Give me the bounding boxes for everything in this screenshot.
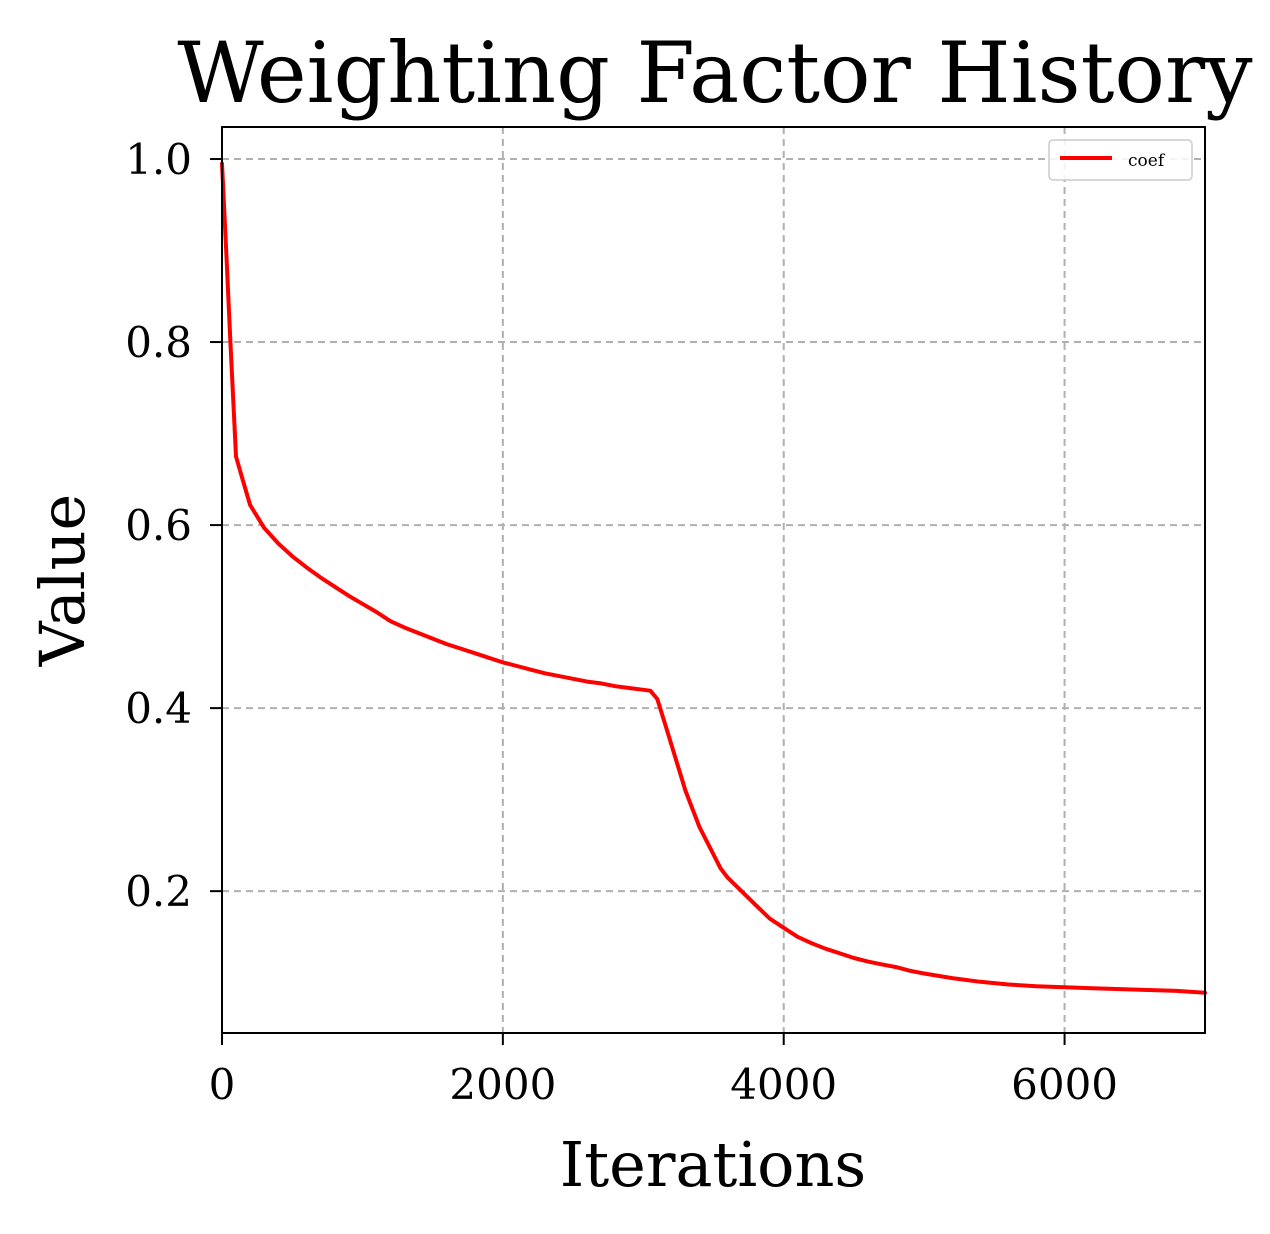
series-line-coef [220, 161, 1207, 995]
x-tick-label: 2000 [449, 1060, 556, 1109]
chart-title: Weighting Factor History [177, 24, 1253, 122]
ticks: 0 2000 4000 6000 0.2 0.4 0.6 0.8 1.0 [125, 135, 1118, 1109]
legend-label-coef: coef [1128, 151, 1166, 171]
legend-box [1048, 139, 1193, 181]
grid [222, 127, 1205, 1033]
y-tick-label: 0.4 [125, 684, 192, 733]
series-layer [220, 161, 1207, 995]
y-tick-label: 0.2 [125, 867, 192, 916]
y-tick-label: 0.6 [125, 501, 192, 550]
y-axis-label: Value [26, 494, 99, 668]
legend: coef [1048, 139, 1193, 181]
axes-frame [221, 126, 1206, 1034]
x-tick-label: 0 [209, 1060, 236, 1109]
x-axis-label: Iterations [560, 1128, 867, 1201]
x-tick-label: 4000 [730, 1060, 837, 1109]
y-tick-label: 0.8 [125, 318, 192, 367]
y-tick-label: 1.0 [125, 135, 192, 184]
x-tick-label: 6000 [1011, 1060, 1118, 1109]
